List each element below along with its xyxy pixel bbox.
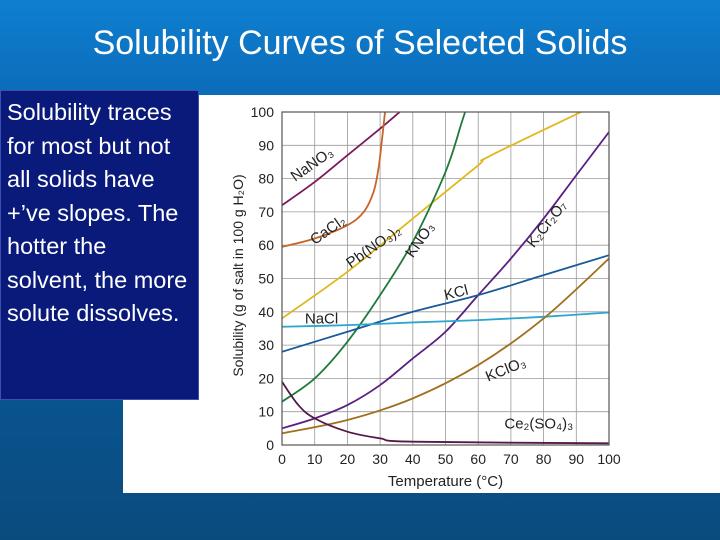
x-tick-label: 70 bbox=[503, 451, 519, 467]
series-label-3: KNO₃ bbox=[402, 219, 438, 260]
series-label-0: NaNO₃ bbox=[288, 144, 337, 185]
series-label-1: CaCl₂ bbox=[307, 212, 349, 248]
series-line-0 bbox=[282, 112, 401, 206]
y-tick-label: 50 bbox=[258, 271, 274, 287]
y-tick-label: 90 bbox=[258, 137, 274, 153]
series-line-7 bbox=[282, 257, 609, 435]
y-tick-label: 20 bbox=[258, 370, 274, 386]
series-label-8: Ce₂(SO₄)₃ bbox=[504, 415, 573, 432]
y-axis-label: Solubility (g of salt in 100 g H₂O) bbox=[230, 174, 246, 376]
x-tick-label: 90 bbox=[569, 451, 585, 467]
y-tick-label: 80 bbox=[258, 171, 274, 187]
x-tick-label: 30 bbox=[372, 451, 388, 467]
x-axis-label: Temperature (°C) bbox=[388, 473, 503, 490]
x-tick-label: 100 bbox=[597, 451, 621, 467]
series-line-5 bbox=[282, 254, 609, 353]
series-line-4 bbox=[282, 131, 609, 430]
y-tick-label: 10 bbox=[258, 404, 274, 420]
series-label-2: Pb(NO₃)₂ bbox=[343, 222, 404, 272]
chart-panel bbox=[123, 95, 720, 493]
chart-ticks: 0 10 20 30 40 50 60 70 80 90 100 0 10 20 30 40 50 60 70 80 9… bbox=[251, 104, 621, 467]
series-label-4: K₂Cr₂O₇ bbox=[524, 198, 571, 251]
chart-curves bbox=[282, 112, 609, 445]
x-tick-label: 0 bbox=[278, 451, 286, 467]
x-tick-label: 40 bbox=[405, 451, 421, 467]
x-tick-label: 10 bbox=[307, 451, 323, 467]
x-tick-label: 60 bbox=[470, 451, 486, 467]
series-line-3 bbox=[282, 112, 466, 403]
series-line-6 bbox=[282, 311, 609, 328]
series-line-1 bbox=[282, 112, 386, 248]
y-tick-label: 0 bbox=[266, 437, 274, 453]
chart-grid bbox=[281, 111, 610, 446]
series-line-8 bbox=[282, 381, 609, 445]
plot-frame bbox=[281, 111, 610, 446]
series-label-6: NaCl bbox=[305, 310, 338, 327]
series-label-5: KCl bbox=[442, 282, 470, 304]
x-tick-label: 20 bbox=[340, 451, 356, 467]
y-tick-label: 40 bbox=[258, 304, 274, 320]
body-text: Solubility traces for most but not all s… bbox=[7, 99, 188, 326]
y-tick-label: 70 bbox=[258, 204, 274, 220]
slide-title: Solubility Curves of Selected Solids bbox=[92, 24, 628, 62]
y-tick-label: 100 bbox=[251, 104, 275, 120]
x-tick-label: 80 bbox=[536, 451, 552, 467]
body-textbox: Solubility traces for most but not all s… bbox=[0, 90, 199, 400]
series-line-2 bbox=[282, 112, 584, 320]
x-tick-label: 50 bbox=[438, 451, 454, 467]
y-tick-label: 60 bbox=[258, 237, 274, 253]
y-tick-label: 30 bbox=[258, 337, 274, 353]
